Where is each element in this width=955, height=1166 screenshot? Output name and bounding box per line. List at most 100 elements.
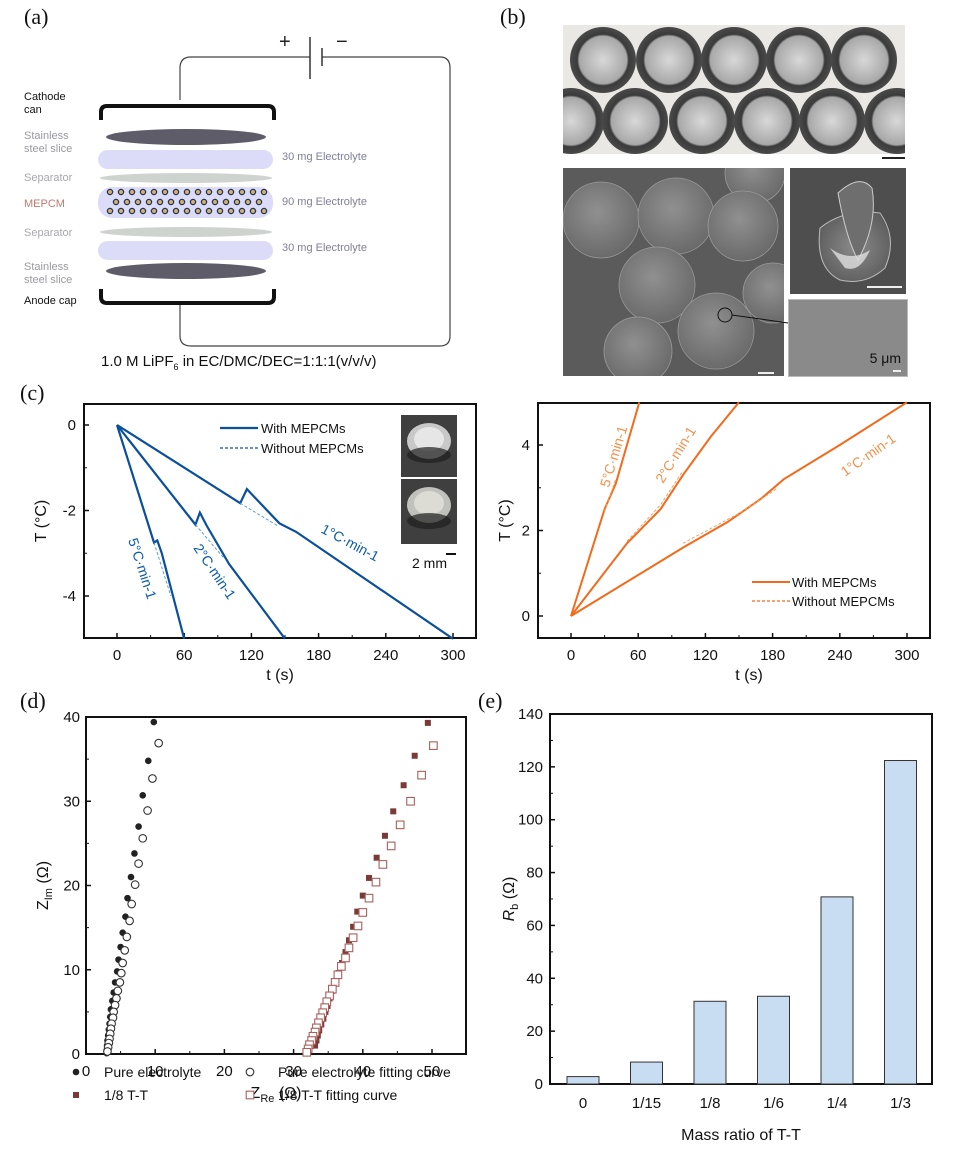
electrolyte-caption: 1.0 M LiPF6 in EC/DMC/DEC=1:1:1(v/v/v) xyxy=(101,353,377,372)
y-tick-label: 0 xyxy=(72,1046,80,1063)
legend-entry: Without MEPCMs xyxy=(261,441,364,456)
microsphere xyxy=(603,316,673,376)
microcapsule xyxy=(799,88,865,154)
data-point xyxy=(73,1092,79,1098)
label-electrolyte-middle: 90 mg Electrolyte xyxy=(282,196,367,208)
data-point xyxy=(127,873,135,881)
legend-entry: 1/8 T-T fitting curve xyxy=(278,1087,398,1103)
mepcm-capsule xyxy=(200,198,208,206)
steel-slice-bottom xyxy=(106,263,266,279)
x-tick-label: 1/4 xyxy=(827,1095,848,1112)
mepcm-capsule xyxy=(145,198,153,206)
x-tick-label: 30 xyxy=(285,1063,302,1080)
series-open-circle xyxy=(103,738,164,1056)
mepcm-capsule xyxy=(112,198,120,206)
microcapsule-array xyxy=(563,27,905,154)
series-line xyxy=(195,524,224,558)
data-point xyxy=(143,806,152,815)
x-tick-label: 1/15 xyxy=(632,1095,661,1112)
microsphere xyxy=(707,190,779,262)
rate-annotation: 2°C·min-1 xyxy=(191,541,240,602)
cooling-plot-frame xyxy=(83,403,477,639)
separator-top xyxy=(100,173,272,183)
x-tick-label: 180 xyxy=(760,647,785,664)
data-point xyxy=(312,1042,319,1049)
y-axis-label: T (°C) xyxy=(33,500,50,543)
x-tick-label: 1/3 xyxy=(890,1095,911,1112)
x-tick-label: 60 xyxy=(176,647,193,664)
data-point xyxy=(120,946,130,955)
label-separator-top: Separator xyxy=(24,172,73,184)
mepcm-capsule xyxy=(238,188,246,196)
rate-annotation: 5°C·min-1 xyxy=(597,424,631,489)
mepcm-capsule xyxy=(222,198,230,206)
cooling-curve-chart: 0 60 120 180 240 300 0 -2 -4 t (s) T (°C) With MEPC… xyxy=(33,403,477,684)
mepcm-capsule xyxy=(183,207,191,215)
mepcm-capsule xyxy=(156,198,164,206)
label-cathode-can: Cathode can xyxy=(24,91,66,116)
series-line xyxy=(153,542,172,597)
sem-surface-zoom: 5 μm xyxy=(788,299,908,377)
optical-micrograph xyxy=(563,25,905,154)
microcapsule xyxy=(669,88,735,154)
data-point xyxy=(113,986,123,996)
scale-bar-zoom xyxy=(893,370,901,372)
x-axis-label: t (s) xyxy=(266,667,294,684)
microcapsule xyxy=(563,88,604,154)
data-point xyxy=(371,877,381,887)
data-point xyxy=(350,923,357,930)
caption-subscript: 6 xyxy=(173,362,179,372)
mepcm-capsule xyxy=(238,207,246,215)
y-tick-label: 10 xyxy=(63,962,80,979)
inset-scale-text: 2 mm xyxy=(412,555,447,571)
microcapsule xyxy=(864,88,905,154)
data-point xyxy=(125,916,134,926)
inset-scale-bar xyxy=(446,553,456,555)
data-point xyxy=(116,968,126,978)
microsphere xyxy=(563,181,640,259)
x-tick-label: 0 xyxy=(579,1095,587,1112)
rate-annotation: 1°C·min-1 xyxy=(838,430,899,479)
x-tick-label: 180 xyxy=(306,647,331,664)
mepcm-capsule xyxy=(123,198,131,206)
y-tick-label: 20 xyxy=(526,1023,543,1040)
data-point xyxy=(122,932,132,942)
x-tick-label: 20 xyxy=(216,1063,233,1080)
cathode-can xyxy=(99,104,276,120)
mepcm-capsule xyxy=(172,188,180,196)
x-axis-label: t (s) xyxy=(735,667,763,684)
legend-entry: Without MEPCMs xyxy=(792,594,895,609)
y-tick-label: 120 xyxy=(518,759,543,776)
x-axis-label: ZRe (Ω) xyxy=(251,1085,302,1105)
mepcm-capsule xyxy=(194,188,202,196)
data-point xyxy=(378,860,388,869)
mepcm-capsule xyxy=(260,188,268,196)
y-tick-label: -4 xyxy=(63,588,76,605)
data-point xyxy=(348,933,358,943)
panel-b-label: (b) xyxy=(500,4,526,29)
y-tick-label: 0 xyxy=(68,417,76,434)
coin-cell-photo-top xyxy=(401,415,457,477)
mepcm-capsule xyxy=(194,207,202,215)
sem-broken-shell xyxy=(790,168,906,294)
microsphere xyxy=(677,292,755,370)
label-electrolyte-top: 30 mg Electrolyte xyxy=(282,151,367,163)
x-tick-label: 0 xyxy=(82,1063,90,1080)
sem-spheres xyxy=(563,168,784,376)
panel-a-label: (a) xyxy=(24,4,49,29)
mepcm-capsule xyxy=(106,188,114,196)
data-point xyxy=(386,841,396,851)
data-point xyxy=(406,796,415,806)
mepcm-capsule xyxy=(117,207,125,215)
data-point xyxy=(373,854,380,861)
panel-c-label: (c) xyxy=(20,380,45,405)
x-tick-label: 240 xyxy=(827,647,852,664)
y-tick-label: -2 xyxy=(63,503,76,520)
data-point xyxy=(124,894,131,902)
legend-entry: With MEPCMs xyxy=(792,575,877,590)
y-axis-label: ZIm (Ω) xyxy=(35,861,55,910)
data-point xyxy=(344,943,354,953)
data-point xyxy=(411,752,418,759)
data-point xyxy=(353,921,363,931)
mepcm-capsule xyxy=(150,188,158,196)
